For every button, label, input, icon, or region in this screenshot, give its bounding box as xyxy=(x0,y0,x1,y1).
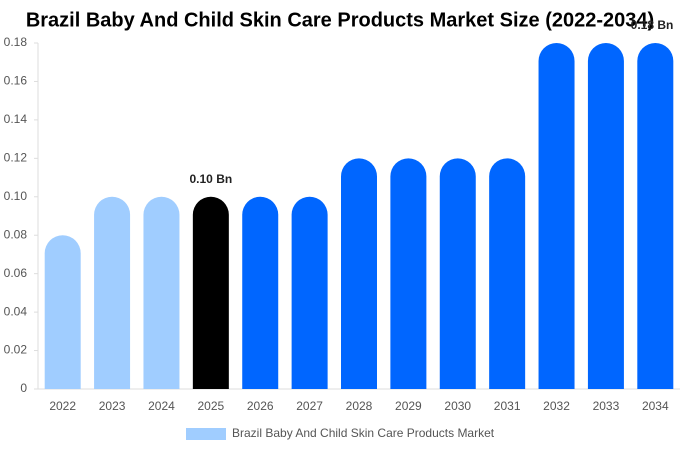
legend-label: Brazil Baby And Child Skin Care Products… xyxy=(232,426,495,440)
bar xyxy=(637,43,674,389)
x-tick-label: 2028 xyxy=(346,399,373,413)
x-tick-label: 2026 xyxy=(247,399,274,413)
value-label: 0.18 Bn xyxy=(631,18,674,32)
y-tick-label: 0.14 xyxy=(4,112,28,126)
bar xyxy=(439,158,476,389)
bar xyxy=(390,158,427,389)
x-tick-label: 2031 xyxy=(494,399,521,413)
bar xyxy=(341,158,377,389)
y-tick-label: 0.10 xyxy=(4,189,28,203)
bar xyxy=(242,196,279,389)
y-tick-label: 0.08 xyxy=(4,227,28,241)
bar xyxy=(143,196,180,389)
y-tick-label: 0.06 xyxy=(4,266,28,280)
x-tick-label: 2024 xyxy=(148,399,175,413)
y-tick-label: 0.04 xyxy=(4,304,28,318)
x-tick-label: 2025 xyxy=(197,399,224,413)
bar xyxy=(489,158,526,389)
y-tick-label: 0.12 xyxy=(4,151,28,165)
y-tick-label: 0.02 xyxy=(4,343,28,357)
legend-swatch xyxy=(186,428,226,440)
x-tick-label: 2030 xyxy=(444,399,471,413)
y-tick-label: 0.18 xyxy=(4,35,28,49)
bar xyxy=(538,43,575,389)
x-tick-label: 2022 xyxy=(49,399,76,413)
bar xyxy=(192,196,229,389)
x-tick-label: 2032 xyxy=(543,399,570,413)
x-tick-label: 2034 xyxy=(642,399,669,413)
value-label: 0.10 Bn xyxy=(190,172,233,186)
bar xyxy=(94,196,131,389)
y-tick-label: 0 xyxy=(20,381,27,395)
x-tick-label: 2027 xyxy=(296,399,323,413)
x-tick-label: 2033 xyxy=(593,399,620,413)
bar xyxy=(587,43,624,389)
x-tick-label: 2023 xyxy=(99,399,126,413)
chart-title: Brazil Baby And Child Skin Care Products… xyxy=(26,9,654,31)
x-tick-label: 2029 xyxy=(395,399,422,413)
bar xyxy=(291,196,328,389)
bar xyxy=(44,235,81,389)
y-tick-label: 0.16 xyxy=(4,74,28,88)
